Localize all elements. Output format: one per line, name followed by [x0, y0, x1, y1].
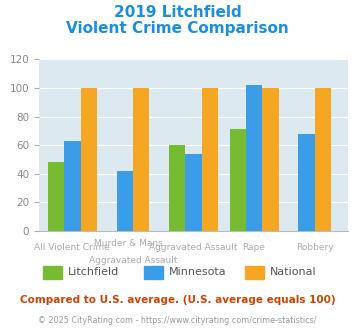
Text: 2019 Litchfield: 2019 Litchfield [114, 5, 241, 20]
Text: © 2025 CityRating.com - https://www.cityrating.com/crime-statistics/: © 2025 CityRating.com - https://www.city… [38, 316, 317, 325]
Text: Rape: Rape [242, 243, 266, 251]
Text: National: National [270, 267, 316, 277]
Text: All Violent Crime: All Violent Crime [34, 243, 110, 251]
Text: Aggravated Assault: Aggravated Assault [149, 243, 238, 251]
Bar [229, 129, 246, 231]
Bar [116, 171, 133, 231]
Text: Compared to U.S. average. (U.S. average equals 100): Compared to U.S. average. (U.S. average … [20, 295, 335, 305]
Bar [202, 88, 218, 231]
Bar [133, 88, 149, 231]
Text: Robbery: Robbery [296, 243, 333, 251]
Bar [185, 154, 202, 231]
Text: Aggravated Assault: Aggravated Assault [89, 256, 177, 265]
Bar [81, 88, 97, 231]
Bar [169, 145, 185, 231]
Bar [315, 88, 331, 231]
Text: Minnesota: Minnesota [169, 267, 226, 277]
Text: Murder & Mans...: Murder & Mans... [94, 239, 171, 248]
Bar [298, 134, 315, 231]
Bar [48, 162, 64, 231]
Bar [262, 88, 279, 231]
Text: Violent Crime Comparison: Violent Crime Comparison [66, 21, 289, 36]
Bar [64, 141, 81, 231]
Bar [246, 85, 262, 231]
Text: Litchfield: Litchfield [67, 267, 119, 277]
